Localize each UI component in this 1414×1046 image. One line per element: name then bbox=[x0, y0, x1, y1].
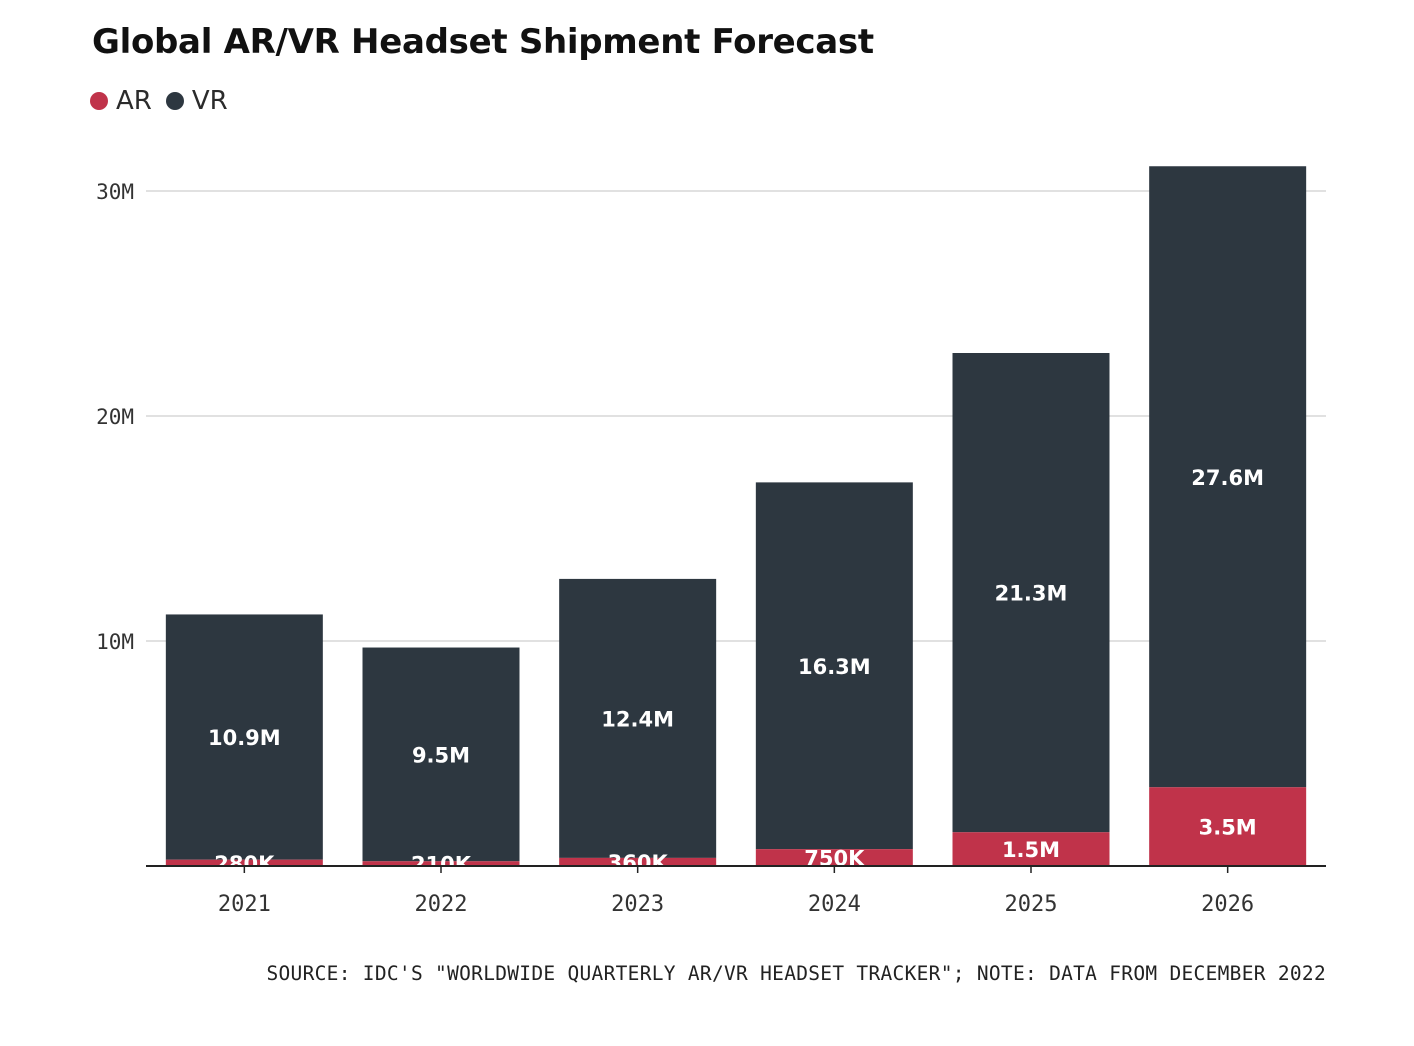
bar-ar-2023 bbox=[559, 857, 717, 866]
bar-vr-2026 bbox=[1149, 166, 1307, 788]
legend-label-ar: AR bbox=[116, 86, 152, 116]
bar-ar-2026 bbox=[1149, 787, 1307, 866]
data-label-ar-2025: 1.5M bbox=[1002, 838, 1060, 862]
y-tick-label-10M: 10M bbox=[96, 630, 134, 654]
y-tick-label-30M: 30M bbox=[96, 180, 134, 204]
x-tick-label-2025: 2025 bbox=[1005, 892, 1058, 917]
x-tick-label-2023: 2023 bbox=[611, 892, 664, 917]
x-tick-label-2024: 2024 bbox=[808, 892, 861, 917]
bar-vr-2025 bbox=[952, 353, 1110, 833]
source-note: SOURCE: IDC'S "WORLDWIDE QUARTERLY AR/VR… bbox=[266, 962, 1326, 985]
bar-vr-2023 bbox=[559, 578, 717, 858]
data-label-vr-2024: 16.3M bbox=[798, 655, 871, 679]
legend-swatch-ar bbox=[90, 92, 108, 110]
data-label-vr-2025: 21.3M bbox=[995, 582, 1068, 606]
bar-vr-2022 bbox=[362, 647, 520, 862]
bar-vr-2024 bbox=[755, 482, 913, 850]
y-tick-label-20M: 20M bbox=[96, 405, 134, 429]
bar-vr-2021 bbox=[165, 614, 323, 860]
chart-title: Global AR/VR Headset Shipment Forecast bbox=[92, 22, 874, 62]
data-label-vr-2023: 12.4M bbox=[601, 707, 674, 731]
data-label-ar-2022: 210K bbox=[411, 853, 472, 877]
legend-item-vr: VR bbox=[165, 86, 228, 116]
bar-ar-2021 bbox=[165, 859, 323, 866]
legend-swatch-vr bbox=[165, 92, 184, 110]
data-label-ar-2026: 3.5M bbox=[1199, 816, 1257, 840]
bar-ar-2024 bbox=[755, 849, 913, 866]
bar-ar-2022 bbox=[362, 861, 520, 866]
legend: AR VR bbox=[90, 86, 242, 116]
x-tick-label-2021: 2021 bbox=[218, 892, 271, 917]
data-label-vr-2026: 27.6M bbox=[1191, 466, 1264, 490]
legend-item-ar: AR bbox=[90, 86, 152, 116]
data-label-vr-2022: 9.5M bbox=[412, 743, 470, 767]
x-tick-label-2022: 2022 bbox=[415, 892, 468, 917]
data-label-vr-2021: 10.9M bbox=[208, 726, 281, 750]
legend-label-vr: VR bbox=[191, 86, 228, 116]
x-tick-label-2026: 2026 bbox=[1201, 892, 1254, 917]
bar-ar-2025 bbox=[952, 832, 1110, 866]
